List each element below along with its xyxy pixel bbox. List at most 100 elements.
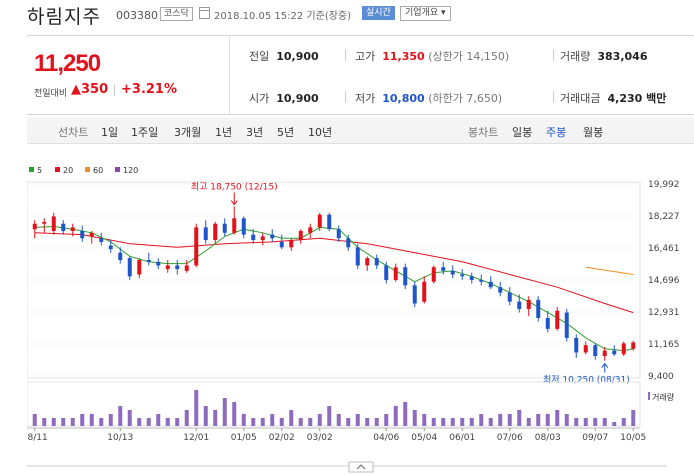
chart-period-bar: 선차트 1일 1주일 3개월 1년 3년 5년 10년 봉차트 일봉 주봉 월봉 xyxy=(27,117,694,144)
volume-bar xyxy=(612,422,617,426)
volume-legend-swatch xyxy=(648,392,650,400)
candle-body xyxy=(156,261,161,266)
candle-body xyxy=(118,252,123,260)
ma60-line xyxy=(585,266,634,275)
volume: 거래량 383,046 xyxy=(560,50,648,63)
volume-bar xyxy=(270,414,275,426)
volume-bar xyxy=(156,414,161,426)
legend-label-60: 60 xyxy=(93,166,103,175)
period-1y[interactable]: 1년 xyxy=(215,126,233,139)
volume-bar xyxy=(118,406,123,426)
volume-bar xyxy=(507,414,512,426)
candle-daily[interactable]: 일봉 xyxy=(512,126,533,139)
ma5-line xyxy=(34,225,634,352)
candle-body xyxy=(602,350,607,357)
y-tick-label: 16,461 xyxy=(648,244,680,254)
x-tick-label: 03/02 xyxy=(307,433,333,443)
x-tick-label: 10/13 xyxy=(107,433,133,443)
stock-chart: 5 20 60 120 19,99218,22716,46114,69612,9311… xyxy=(27,166,680,473)
candle-body xyxy=(327,214,332,230)
x-tick-label: 12/01 xyxy=(183,433,209,443)
candle-body xyxy=(422,281,427,302)
period-3y[interactable]: 3년 xyxy=(246,126,264,139)
open-price: 시가 10,900 xyxy=(249,92,319,105)
candle-body xyxy=(32,223,37,230)
x-tick-label: 09/07 xyxy=(582,433,608,443)
candle-body xyxy=(545,317,550,329)
moving-averages xyxy=(34,225,634,352)
candle-body xyxy=(298,230,303,241)
volume-bar xyxy=(412,410,417,426)
volume-bars: 거래량 xyxy=(27,381,675,427)
calendar-icon xyxy=(199,7,210,19)
divider xyxy=(345,91,346,103)
period-5y[interactable]: 5년 xyxy=(277,126,295,139)
x-tick-label: 06/01 xyxy=(449,433,475,443)
candle-body xyxy=(241,218,246,235)
volume-border xyxy=(27,381,641,427)
candle-body xyxy=(99,238,104,242)
candle-monthly[interactable]: 월봉 xyxy=(583,126,604,139)
candle-weekly[interactable]: 주봉 xyxy=(546,126,567,139)
candle-body xyxy=(108,245,113,250)
volume-bar xyxy=(593,418,598,426)
candlesticks xyxy=(32,206,636,361)
legend-swatch-60 xyxy=(85,167,90,172)
period-3m[interactable]: 3개월 xyxy=(174,126,202,139)
volume-bar xyxy=(89,414,94,426)
candle-body xyxy=(146,259,151,262)
max-label: 최고 18,750 (12/15) xyxy=(191,182,278,193)
candle-body xyxy=(431,267,436,282)
volume-bar xyxy=(545,414,550,426)
legend-label-20: 20 xyxy=(63,166,73,175)
candle-body xyxy=(574,337,579,353)
volume-bar xyxy=(365,418,370,426)
candle-body xyxy=(479,279,484,282)
volume-bar xyxy=(61,418,66,426)
x-tick-label: 01/05 xyxy=(231,433,257,443)
volume-bar xyxy=(165,418,170,426)
candle-body xyxy=(89,232,94,237)
period-1w[interactable]: 1주일 xyxy=(131,126,159,139)
volume-bar xyxy=(137,418,142,426)
volume-bar xyxy=(194,390,199,426)
y-axis: 19,992 18,227 16,461 14,696 12,931 11,165 9,40… xyxy=(648,180,680,382)
candle-body xyxy=(127,258,132,277)
y-tick-label: 18,227 xyxy=(648,212,680,222)
volume-bar xyxy=(32,414,37,426)
candle-body xyxy=(336,229,341,239)
period-1d[interactable]: 1일 xyxy=(101,126,119,139)
volume-bar xyxy=(564,414,569,426)
candle-body xyxy=(51,216,56,231)
volume-bar xyxy=(422,414,427,426)
legend-label-120: 120 xyxy=(123,166,138,175)
candle-body xyxy=(507,292,512,302)
candle-body xyxy=(488,281,493,288)
x-tick-label: 02/02 xyxy=(269,433,295,443)
volume-label: 거래량 xyxy=(652,392,675,402)
candle-body xyxy=(555,310,560,329)
trade-amount: 거래대금 4,230 백만 xyxy=(560,92,667,105)
volume-bar xyxy=(203,406,208,426)
volume-bar xyxy=(42,418,47,426)
volume-bar xyxy=(222,398,227,426)
volume-bar xyxy=(279,418,284,426)
candle-body xyxy=(289,240,294,248)
volume-bar xyxy=(99,418,104,426)
divider xyxy=(345,49,346,61)
period-10y[interactable]: 10년 xyxy=(308,126,333,139)
low-price: 저가 10,800 (하한가 7,650) xyxy=(355,92,503,105)
x-tick-label: 05/04 xyxy=(411,433,437,443)
candle-body xyxy=(80,230,85,239)
collapse-toggle xyxy=(348,461,374,473)
x-tick-label: 08/11 xyxy=(27,433,48,443)
change-value: ▲350 xyxy=(71,82,109,97)
candle-body xyxy=(384,265,389,280)
company-info-dropdown[interactable]: 기업개요 ▾ xyxy=(400,6,451,21)
volume-bar xyxy=(526,418,531,426)
realtime-button[interactable]: 실시간 xyxy=(362,6,395,20)
candle-body xyxy=(393,267,398,280)
candle-body xyxy=(308,227,313,233)
ma-legend: 5 20 60 120 xyxy=(29,166,138,175)
volume-bar xyxy=(241,414,246,426)
